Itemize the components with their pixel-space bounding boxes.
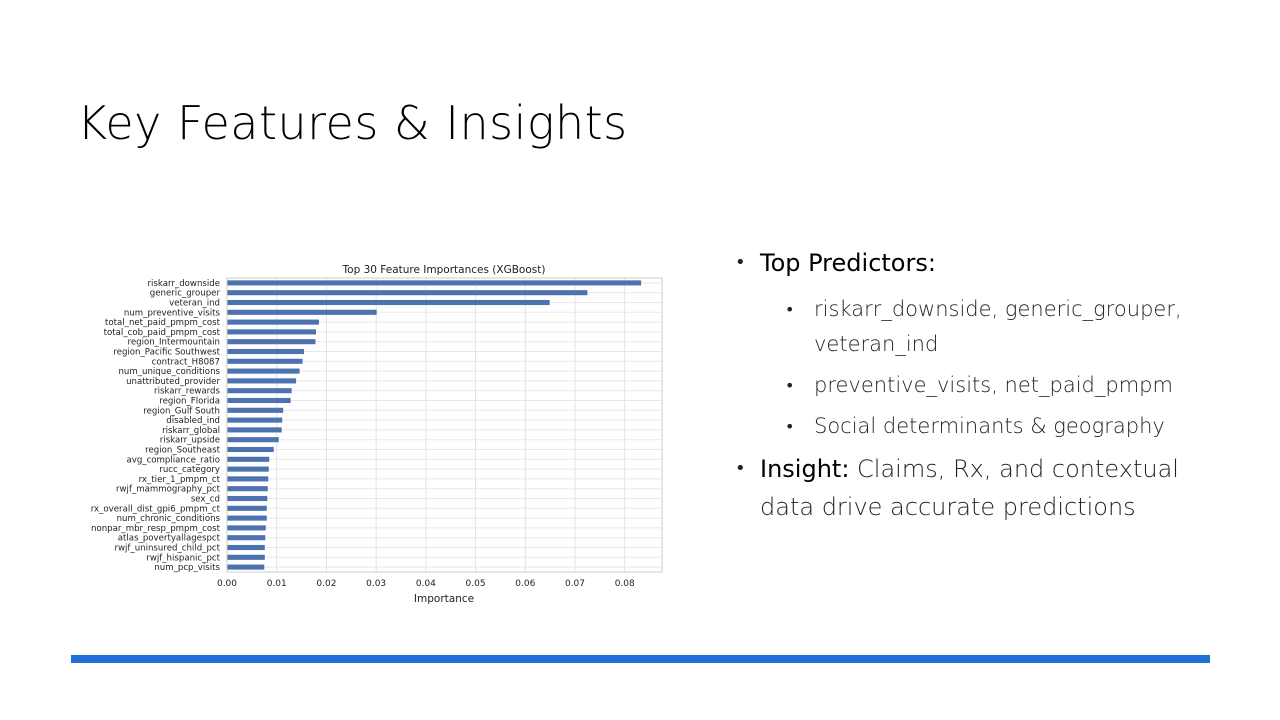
bar	[227, 407, 284, 413]
y-tick-label: region_Southeast	[145, 446, 220, 456]
insight-label: Insight:	[760, 455, 850, 483]
y-tick-label: region_Gulf South	[143, 406, 220, 416]
y-tick-label: generic_grouper	[150, 289, 221, 299]
y-tick-label: region_Intermountain	[128, 338, 221, 348]
bullet-list: • Top Predictors: • riskarr_downside, ge…	[735, 244, 1205, 536]
bar	[227, 446, 274, 453]
bar	[227, 358, 303, 364]
y-tick-label: nonpar_mbr_resp_pmpm_cost	[91, 524, 221, 534]
x-tick-label: 0.01	[267, 579, 287, 589]
bar	[227, 564, 265, 570]
bar	[227, 437, 279, 443]
bar	[227, 505, 267, 511]
y-tick-label: disabled_ind	[166, 416, 220, 426]
y-tick-label: rx_overall_dist_gpi6_pmpm_ct	[91, 504, 221, 514]
bar	[227, 280, 642, 286]
bar	[227, 466, 269, 472]
bar	[227, 378, 297, 384]
x-tick-label: 0.03	[366, 579, 386, 589]
y-tick-label: rwjf_uninsured_child_pct	[114, 544, 220, 554]
feature-importance-chart: Top 30 Feature Importances (XGBoost) ris…	[91, 264, 663, 605]
sub-bullet-text: preventive_visits, net_paid_pmpm	[814, 373, 1173, 397]
bar	[227, 339, 316, 345]
slide-title: Key Features & Insights	[77, 96, 628, 150]
top-predictors-label: Top Predictors:	[760, 249, 936, 277]
y-tick-label: riskarr_global	[162, 426, 220, 436]
bar	[227, 525, 266, 531]
bar	[227, 476, 269, 482]
y-tick-label: sex_cd	[191, 495, 220, 505]
x-tick-label: 0.08	[615, 579, 635, 589]
y-tick-label: num_pcp_visits	[154, 563, 220, 573]
sub-bullet-2: • preventive_visits, net_paid_pmpm	[785, 368, 1205, 403]
bullet-dot: •	[785, 376, 795, 395]
y-tick-label: region_Florida	[159, 397, 220, 407]
bar	[227, 348, 305, 355]
bullet-dot: •	[735, 252, 746, 273]
bullet-dot: •	[785, 417, 795, 436]
bar	[227, 397, 291, 404]
bullet-dot: •	[785, 300, 795, 319]
bar	[227, 388, 292, 394]
plot-frame	[226, 277, 663, 573]
sub-bullet-1: • riskarr_downside, generic_grouper, vet…	[785, 292, 1205, 362]
bullet-insight: • Insight: Claims, Rx, and contextual da…	[735, 450, 1205, 526]
bar	[227, 368, 300, 374]
bar	[227, 427, 282, 433]
bar	[227, 535, 266, 541]
bar	[227, 515, 267, 521]
y-tick-label: rucc_category	[159, 465, 220, 475]
y-tick-label: rwjf_hispanic_pct	[146, 553, 220, 563]
y-tick-label: veteran_ind	[169, 299, 220, 309]
x-tick-label: 0.04	[416, 579, 436, 589]
bar	[227, 290, 588, 296]
chart-title: Top 30 Feature Importances (XGBoost)	[342, 264, 546, 276]
y-tick-label: region_Pacific Southwest	[113, 348, 220, 358]
y-tick-label: avg_compliance_ratio	[126, 455, 220, 465]
y-tick-label: unattributed_provider	[126, 377, 220, 387]
y-tick-label: rwjf_mammography_pct	[116, 485, 221, 495]
x-tick-label: 0.00	[217, 579, 237, 589]
bar	[227, 456, 270, 462]
y-tick-label: num_unique_conditions	[118, 367, 220, 377]
x-tick-label: 0.06	[515, 579, 535, 589]
y-tick-label: contract_H8087	[152, 357, 220, 367]
bar	[227, 417, 283, 423]
bar	[227, 486, 268, 492]
y-tick-label: atlas_povertyallagespct	[118, 534, 221, 544]
bar	[227, 495, 268, 502]
y-tick-label: num_chronic_conditions	[117, 514, 221, 524]
bar	[227, 309, 377, 315]
sub-bullet-text: Social determinants & geography	[814, 414, 1165, 438]
x-axis-label: Importance	[414, 593, 474, 605]
sub-bullet-3: • Social determinants & geography	[785, 409, 1205, 444]
x-tick-label: 0.05	[466, 579, 486, 589]
x-tick-label: 0.07	[565, 579, 585, 589]
insight-text: Claims, Rx, and contextual data drive ac…	[760, 455, 1179, 521]
bar	[227, 319, 319, 325]
sub-bullet-text: riskarr_downside, generic_grouper, veter…	[814, 297, 1182, 356]
x-tick-label: 0.02	[316, 579, 336, 589]
y-tick-label: total_net_paid_pmpm_cost	[105, 318, 221, 328]
y-tick-label: riskarr_downside	[148, 279, 221, 289]
bar	[227, 329, 316, 335]
bar	[227, 554, 265, 560]
y-tick-label: riskarr_upside	[160, 436, 220, 446]
y-tick-label: total_cob_paid_pmpm_cost	[104, 328, 221, 338]
y-tick-label: num_preventive_visits	[124, 308, 221, 318]
bar	[227, 544, 265, 551]
y-tick-label: riskarr_rewards	[154, 387, 220, 397]
bullet-top-predictors: • Top Predictors:	[735, 244, 1205, 282]
accent-bar	[71, 655, 1210, 663]
y-tick-label: rx_tier_1_pmpm_ct	[139, 475, 221, 485]
bullet-dot: •	[735, 458, 746, 479]
bar	[227, 299, 550, 306]
